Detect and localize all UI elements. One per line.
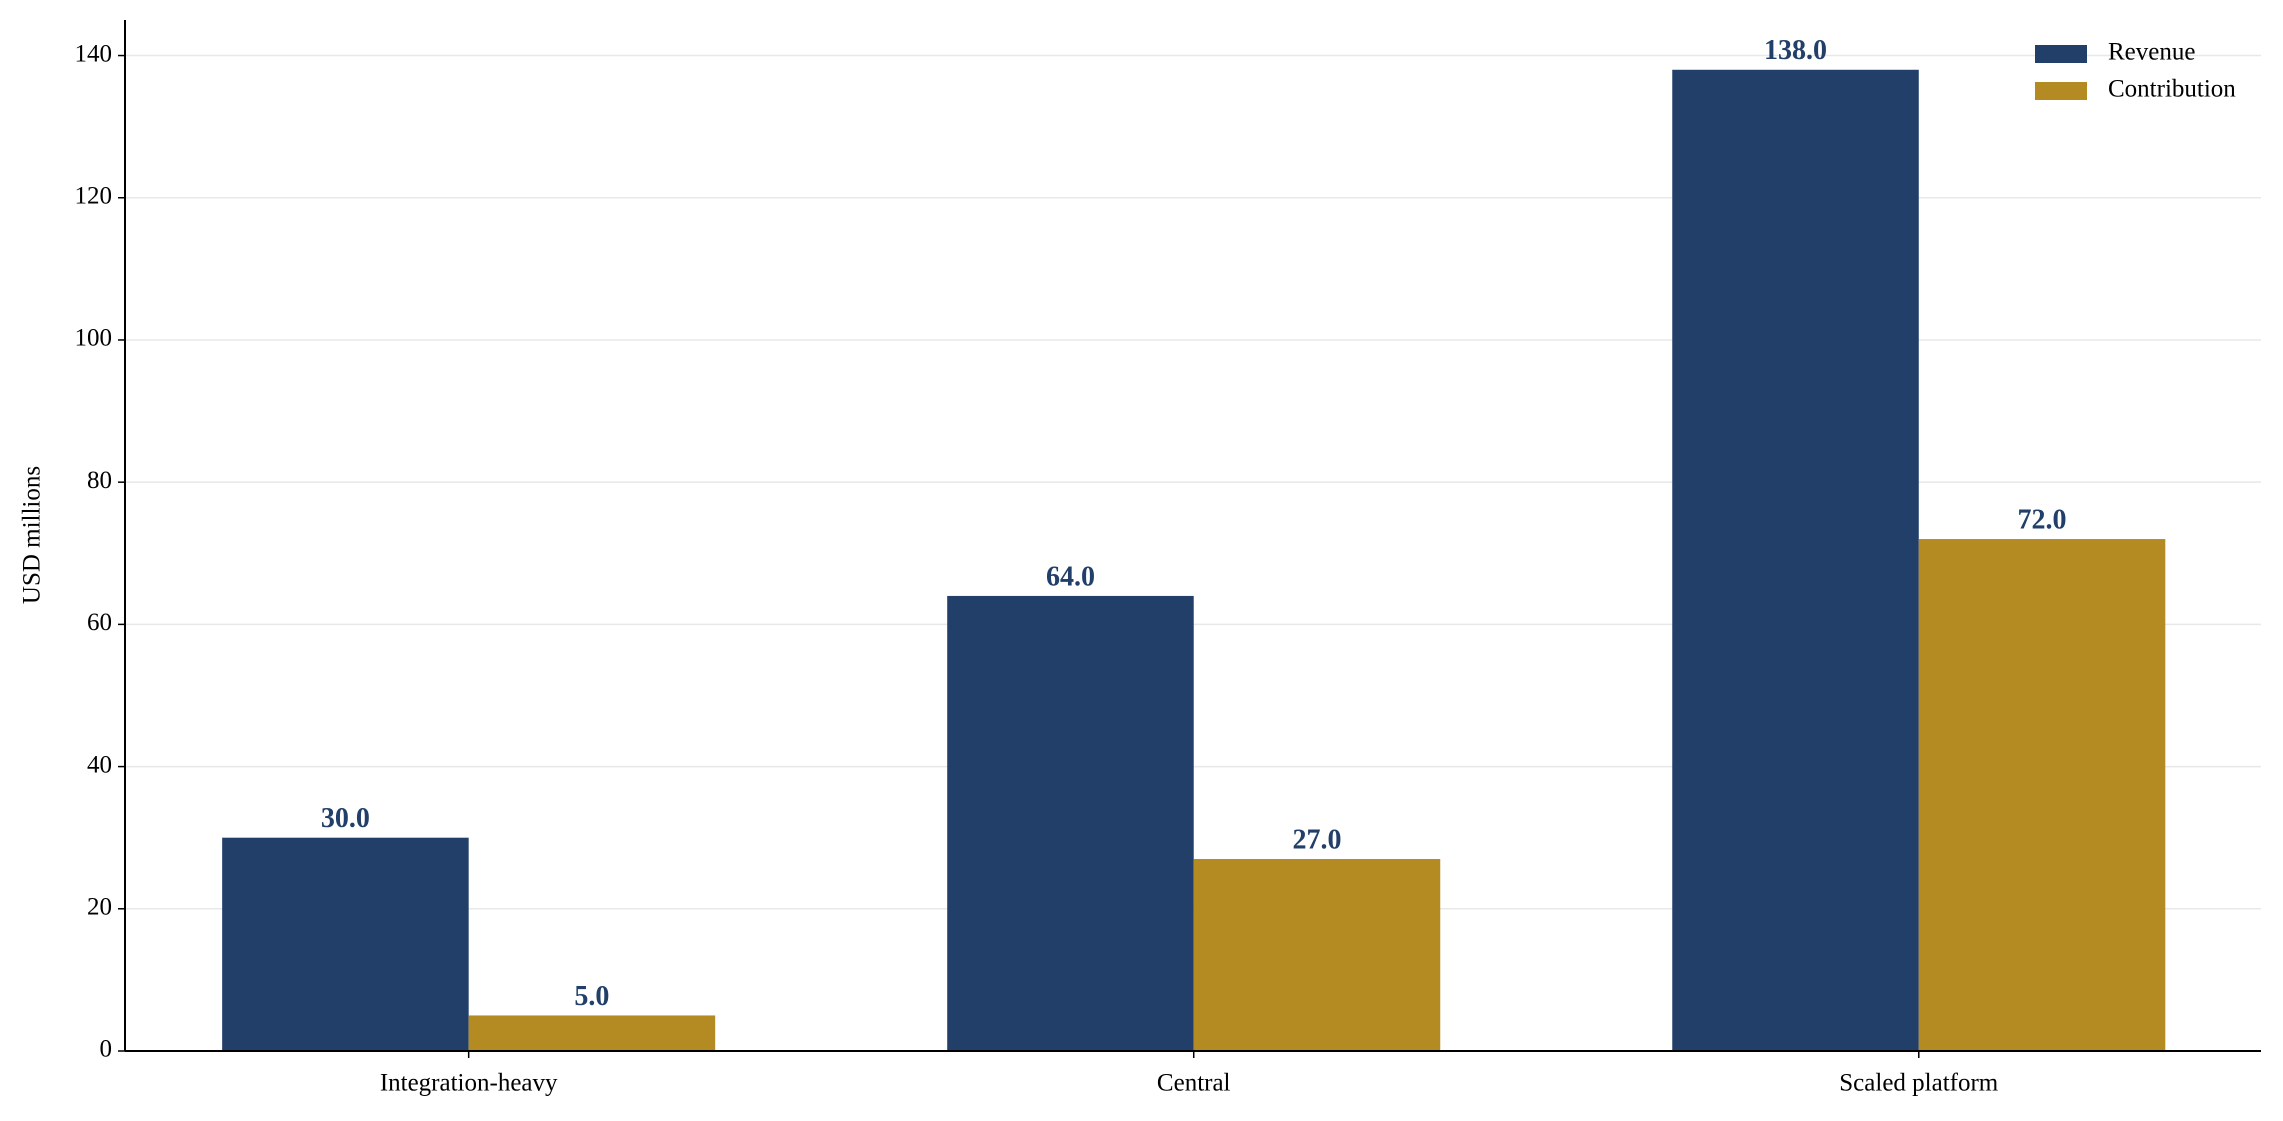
value-label: 27.0 bbox=[1292, 824, 1341, 855]
y-tick-label: 140 bbox=[75, 40, 113, 67]
value-label: 72.0 bbox=[2018, 504, 2067, 535]
bar bbox=[947, 595, 1194, 1051]
legend-swatch bbox=[2035, 45, 2087, 63]
bar bbox=[1918, 539, 2166, 1051]
y-axis-label: USD millions bbox=[19, 466, 46, 604]
x-tick-label: Scaled platform bbox=[1839, 1070, 1999, 1097]
y-tick-label: 120 bbox=[75, 182, 113, 209]
x-tick-label: Integration-heavy bbox=[380, 1070, 558, 1097]
y-tick-label: 80 bbox=[87, 467, 112, 494]
legend-swatch bbox=[2035, 82, 2087, 100]
x-tick-label: Central bbox=[1157, 1070, 1231, 1097]
legend-label: Contribution bbox=[2108, 76, 2236, 103]
value-label: 64.0 bbox=[1046, 561, 1095, 592]
y-tick-label: 60 bbox=[87, 609, 112, 636]
y-tick-label: 0 bbox=[100, 1036, 113, 1063]
value-label: 138.0 bbox=[1764, 35, 1827, 66]
value-label: 5.0 bbox=[574, 981, 609, 1012]
bar bbox=[468, 1015, 716, 1051]
bar bbox=[1193, 859, 1441, 1051]
legend-label: Revenue bbox=[2108, 39, 2195, 66]
value-label: 30.0 bbox=[321, 803, 370, 834]
bar bbox=[222, 837, 469, 1051]
y-tick-label: 100 bbox=[75, 325, 113, 352]
bar bbox=[1672, 69, 1919, 1052]
y-tick-label: 40 bbox=[87, 751, 112, 778]
y-tick-label: 20 bbox=[87, 894, 112, 921]
